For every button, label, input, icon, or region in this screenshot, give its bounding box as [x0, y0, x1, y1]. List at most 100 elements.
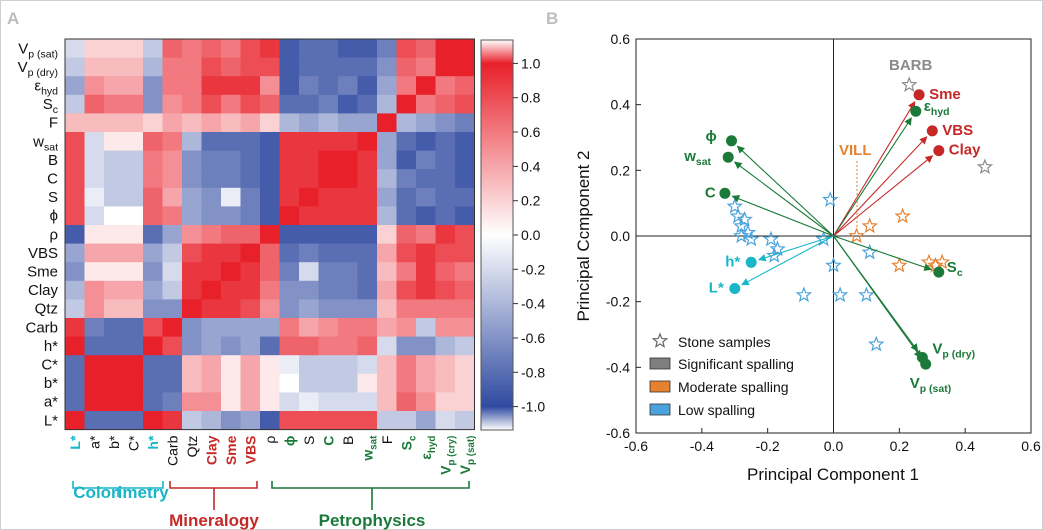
heatmap-cell: [201, 336, 222, 356]
colorbar-gradient: [480, 39, 514, 431]
heatmap-cell: [143, 373, 163, 393]
heatmap-cell: [377, 76, 397, 96]
heatmap-cell: [260, 299, 280, 319]
heatmap-cell: [377, 187, 397, 207]
row-label-c: C: [47, 171, 58, 188]
row-label-x: ρ: [49, 226, 58, 243]
heatmap-border: [64, 38, 475, 431]
heatmap-cell: [221, 355, 241, 375]
heatmap-cell: [416, 150, 436, 170]
heatmap-cell: [201, 150, 222, 170]
heatmap-cell: [338, 76, 358, 96]
heatmap-cell: [240, 206, 261, 226]
heatmap-cell: [338, 187, 358, 207]
heatmap-cell: [123, 355, 144, 375]
heatmap-cell: [416, 169, 436, 189]
heatmap-cell: [357, 225, 378, 244]
heatmap-cell: [396, 225, 417, 244]
heatmap-cell: [299, 39, 319, 58]
loading-arrow-vbs: [833, 136, 928, 237]
heatmap-cell: [104, 336, 124, 356]
loading-arrow-h: [758, 235, 834, 262]
sample-star-low: [762, 230, 780, 247]
y-tick-label: -0.4: [606, 359, 630, 375]
heatmap-cell: [455, 318, 475, 337]
column-label-v-p-sat: Vp (sat): [457, 436, 477, 475]
heatmap-cell: [338, 169, 358, 189]
heatmap-cell: [435, 373, 456, 393]
row-label-h: h*: [44, 338, 58, 355]
row-label-carb: Carb: [25, 319, 58, 336]
heatmap-cell: [377, 57, 397, 77]
heatmap-cell: [318, 262, 339, 282]
heatmap-cell: [162, 280, 183, 300]
row-label-l: L*: [44, 412, 58, 429]
heatmap-cell: [201, 355, 222, 375]
legend-swatch-moderate: [649, 380, 671, 393]
heatmap-cell: [377, 299, 397, 319]
heatmap-cell: [182, 411, 202, 430]
heatmap-cell: [455, 280, 475, 300]
heatmap-cell: [357, 299, 378, 319]
heatmap-cell: [162, 243, 183, 263]
heatmap-cell: [221, 113, 241, 133]
heatmap-cell: [143, 187, 163, 207]
heatmap-cell: [416, 373, 436, 393]
heatmap-cell: [357, 76, 378, 96]
heatmap-cell: [182, 225, 202, 244]
sample-star-low: [858, 286, 875, 303]
heatmap-cell: [377, 373, 397, 393]
heatmap-cell: [260, 39, 280, 58]
heatmap-cell: [240, 280, 261, 300]
heatmap-cell: [455, 39, 475, 58]
heatmap-cell: [377, 355, 397, 375]
heatmap-cell: [182, 187, 202, 207]
heatmap-cell: [396, 355, 417, 375]
heatmap-cell: [182, 206, 202, 226]
heatmap-cell: [201, 206, 222, 226]
heatmap-cell: [240, 336, 261, 356]
heatmap-cell: [104, 243, 124, 263]
heatmap-cell: [240, 132, 261, 151]
heatmap-cell: [201, 225, 222, 244]
heatmap-cell: [455, 392, 475, 412]
loading-arrow-clay: [833, 155, 934, 237]
heatmap-cell: [123, 132, 144, 151]
heatmap-cell: [279, 355, 300, 375]
heatmap-cell: [377, 132, 397, 151]
heatmap-cell: [182, 262, 202, 282]
heatmap-cell: [357, 187, 378, 207]
column-label-v-p-cry: Vp (cry): [437, 436, 457, 475]
sample-star-low: [733, 227, 750, 244]
column-label-a: a*: [86, 435, 102, 449]
heatmap-cell: [338, 150, 358, 170]
heatmap-cell: [221, 262, 241, 282]
heatmap-cell: [455, 225, 475, 244]
legend-moderate-spalling: Moderate spalling: [678, 379, 789, 395]
y-tick-label: -0.6: [606, 425, 630, 441]
heatmap-cell: [318, 336, 339, 356]
heatmap-cell: [260, 243, 280, 263]
heatmap-cell: [377, 94, 397, 114]
row-label-clay: Clay: [28, 282, 59, 299]
heatmap-cell: [182, 57, 202, 77]
heatmap-cell: [377, 318, 397, 337]
loading-arrow-hyd: [833, 117, 912, 237]
column-label-clay: Clay: [203, 435, 219, 465]
heatmap-cell: [123, 299, 144, 319]
heatmap-cell: [221, 280, 241, 300]
heatmap-cell: [143, 113, 163, 133]
heatmap-cell: [104, 169, 124, 189]
heatmap-cell: [65, 113, 85, 133]
heatmap-cell: [377, 39, 397, 58]
heatmap-cell: [201, 280, 222, 300]
column-label-w-sat: wsat: [359, 435, 379, 462]
heatmap-cell: [416, 318, 436, 337]
heatmap-cell: [123, 76, 144, 96]
heatmap-cell: [299, 243, 319, 263]
heatmap-cell: [299, 318, 319, 337]
heatmap-cell: [299, 373, 319, 393]
heatmap-cell: [396, 373, 417, 393]
heatmap-cell: [396, 76, 417, 96]
